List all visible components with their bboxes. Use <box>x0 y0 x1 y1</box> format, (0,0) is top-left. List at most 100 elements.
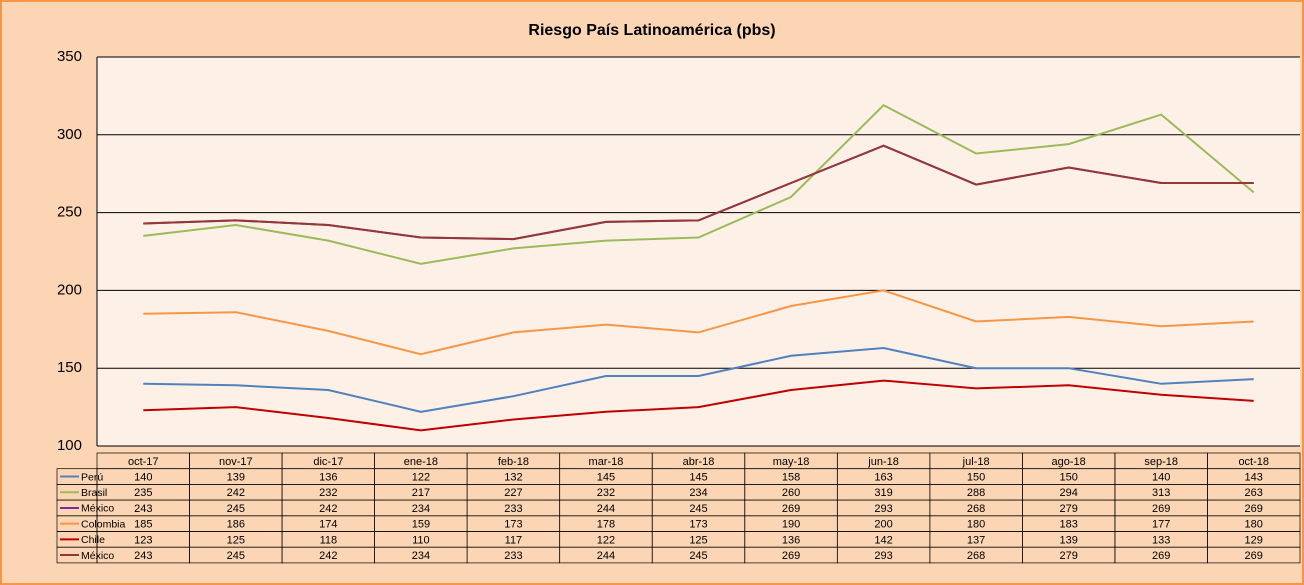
table-value: 293 <box>874 550 892 562</box>
table-value: 140 <box>134 471 152 483</box>
table-value: 140 <box>1152 471 1170 483</box>
table-value: 139 <box>227 471 245 483</box>
y-tick-label: 250 <box>57 204 82 221</box>
table-value: 232 <box>597 487 615 499</box>
x-tick-label: oct-17 <box>128 456 159 468</box>
table-value: 245 <box>689 503 707 515</box>
table-value: 313 <box>1152 487 1170 499</box>
table-value: 110 <box>412 534 430 546</box>
table-value: 245 <box>227 550 245 562</box>
table-value: 200 <box>874 519 892 531</box>
table-value: 136 <box>782 534 800 546</box>
table-value: 279 <box>1059 550 1077 562</box>
series-line <box>143 346 1254 413</box>
plot-area <box>97 57 1300 446</box>
table-value: 217 <box>412 487 430 499</box>
table-value: 159 <box>412 519 430 531</box>
table-value: 235 <box>134 487 152 499</box>
x-tick-label: nov-17 <box>219 456 253 468</box>
table-value: 234 <box>412 550 430 562</box>
table-value: 133 <box>1152 534 1170 546</box>
table-value: 269 <box>782 503 800 515</box>
table-value: 244 <box>597 550 615 562</box>
table-value: 227 <box>504 487 522 499</box>
table-value: 294 <box>1059 487 1077 499</box>
table-value: 185 <box>134 519 152 531</box>
table-value: 150 <box>967 471 985 483</box>
legend-label: México <box>81 503 114 515</box>
legend-label: Colombia <box>81 518 126 530</box>
x-tick-label: dic-17 <box>313 456 343 468</box>
table-value: 139 <box>1059 534 1077 546</box>
table-value: 118 <box>320 534 338 546</box>
table-value: 234 <box>412 503 430 515</box>
x-tick-label: abr-18 <box>683 456 715 468</box>
table-value: 178 <box>597 519 615 531</box>
series-line <box>143 379 1254 432</box>
table-value: 232 <box>319 487 337 499</box>
table-value: 122 <box>412 471 430 483</box>
table-value: 263 <box>1245 487 1263 499</box>
y-tick-label: 300 <box>57 126 82 143</box>
table-value: 145 <box>597 471 615 483</box>
x-tick-label: jul-18 <box>962 456 990 468</box>
x-tick-label: ago-18 <box>1052 456 1086 468</box>
x-tick-label: feb-18 <box>498 456 529 468</box>
table-value: 233 <box>504 503 522 515</box>
table-cell <box>1207 546 1301 564</box>
table-value: 269 <box>1152 503 1170 515</box>
table-value: 242 <box>227 487 245 499</box>
table-value: 117 <box>505 534 523 546</box>
table-value: 145 <box>689 471 707 483</box>
table-value: 122 <box>597 534 615 546</box>
table-value: 269 <box>1152 550 1170 562</box>
x-tick-label: may-18 <box>773 456 810 468</box>
legend-label: Perú <box>81 471 103 483</box>
table-value: 125 <box>227 534 245 546</box>
table-value: 158 <box>782 471 800 483</box>
series-line <box>143 144 1254 241</box>
y-tick-label: 100 <box>57 437 82 454</box>
legend-label: México <box>81 550 114 562</box>
table-value: 173 <box>504 519 522 531</box>
table-value: 242 <box>319 550 337 562</box>
table-value: 233 <box>504 550 522 562</box>
grid: 100 150 200 250 300 350 <box>57 48 1300 454</box>
table-value: 279 <box>1059 503 1077 515</box>
table-value: 190 <box>782 519 800 531</box>
table-value: 163 <box>874 471 892 483</box>
table-value: 243 <box>134 550 152 562</box>
y-tick-label: 150 <box>57 359 82 376</box>
table-value: 288 <box>967 487 985 499</box>
x-tick-label: oct-18 <box>1238 456 1269 468</box>
table-value: 142 <box>874 534 892 546</box>
table-value: 143 <box>1245 471 1263 483</box>
legend-label: Brasil <box>81 487 107 499</box>
legend-label: Chile <box>81 534 105 546</box>
y-tick-label: 200 <box>57 281 82 298</box>
table-value: 268 <box>967 503 985 515</box>
series-line <box>143 103 1255 265</box>
table-value: 137 <box>967 534 985 546</box>
table-value: 243 <box>134 503 152 515</box>
table-value: 245 <box>227 503 245 515</box>
series-line <box>143 289 1254 356</box>
table-value: 132 <box>504 471 522 483</box>
table-value: 186 <box>227 519 245 531</box>
table-value: 125 <box>689 534 707 546</box>
table-value: 173 <box>689 519 707 531</box>
table-value: 242 <box>319 503 337 515</box>
table-value: 268 <box>967 550 985 562</box>
chart-title: Riesgo País Latinoamérica (pbs) <box>528 22 775 39</box>
table-value: 245 <box>689 550 707 562</box>
table-value: 150 <box>1059 471 1077 483</box>
table-value: 136 <box>319 471 337 483</box>
x-tick-label: mar-18 <box>589 456 624 468</box>
table-value: 293 <box>874 503 892 515</box>
data-table: oct-17 nov-17 dic-17 ene-18 feb-18 mar-18 abr-… <box>56 452 1301 564</box>
y-tick-label: 350 <box>57 48 82 65</box>
x-tick-label: sep-18 <box>1144 456 1178 468</box>
table-value: 269 <box>782 550 800 562</box>
table-value: 180 <box>967 519 985 531</box>
